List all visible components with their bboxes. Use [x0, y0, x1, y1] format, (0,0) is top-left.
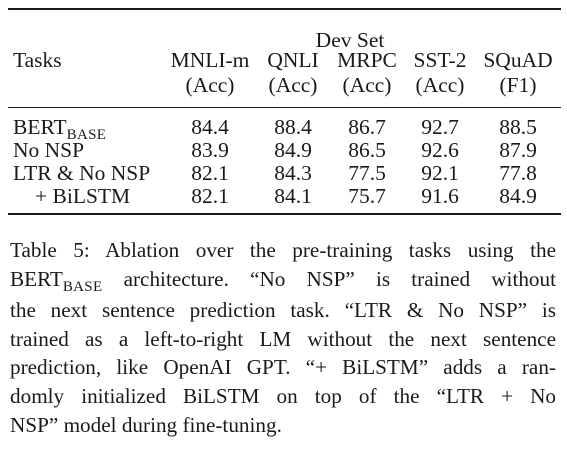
- column-metric-qnli: (Acc): [268, 73, 318, 97]
- table-cell: 86.5: [348, 138, 386, 162]
- column-header-sst2: SST-2: [413, 48, 467, 72]
- column-metric-mnli: (Acc): [185, 73, 235, 97]
- row-label-bilstm: + BiLSTM: [35, 184, 131, 208]
- column-metric-squad: (F1): [499, 73, 537, 97]
- header-rule: [8, 107, 561, 109]
- table-caption: Table 5: Ablation over the pre-training …: [10, 236, 556, 439]
- table-cell: 82.1: [191, 184, 229, 208]
- table-cell: 77.5: [348, 161, 386, 185]
- row-label-text: BERT: [13, 115, 67, 139]
- column-header-mnli: MNLI-m: [170, 48, 250, 72]
- caption-line: BERTBASE architecture. “No NSP” is train…: [10, 265, 556, 297]
- row-label-bert-base: BERTBASE: [13, 115, 106, 142]
- column-header-mrpc: MRPC: [337, 48, 397, 72]
- caption-bert-subscript: BASE: [62, 278, 103, 295]
- table-cell: 91.6: [421, 184, 459, 208]
- table-cell: 77.8: [499, 161, 537, 185]
- caption-line: the next sentence prediction task. “LTR …: [10, 298, 556, 323]
- caption-line: NSP” model during fine-tuning.: [10, 412, 282, 437]
- caption-line: trained as a left-to-right LM without th…: [10, 326, 556, 351]
- caption-bert: BERT: [10, 266, 63, 291]
- table-cell: 92.1: [421, 161, 459, 185]
- table-cell: 84.4: [191, 115, 229, 139]
- table-cell: 83.9: [191, 138, 229, 162]
- table-cell: 84.3: [274, 161, 312, 185]
- table-cell: 92.6: [421, 138, 459, 162]
- table-cell: 75.7: [348, 184, 386, 208]
- table-cell: 84.1: [274, 184, 312, 208]
- column-header-squad: SQuAD: [483, 48, 553, 72]
- table-cell: 84.9: [499, 184, 537, 208]
- caption-line: domly initialized BiLSTM on top of the “…: [10, 383, 556, 408]
- tasks-header: Tasks: [13, 48, 62, 72]
- top-rule: [8, 8, 561, 10]
- table-cell: 88.4: [274, 115, 312, 139]
- row-label-ltr-no-nsp: LTR & No NSP: [13, 161, 151, 185]
- table-cell: 88.5: [499, 115, 537, 139]
- row-label-subscript: BASE: [66, 127, 107, 143]
- caption-line: prediction, like OpenAI GPT. “+ BiLSTM” …: [10, 355, 556, 380]
- table-cell: 86.7: [348, 115, 386, 139]
- row-label-no-nsp: No NSP: [13, 138, 85, 162]
- table-cell: 82.1: [191, 161, 229, 185]
- caption-line2-rest: architecture. “No NSP” is trained withou…: [102, 266, 556, 291]
- column-header-qnli: QNLI: [267, 48, 319, 72]
- table-cell: 84.9: [274, 138, 312, 162]
- column-metric-sst2: (Acc): [415, 73, 465, 97]
- caption-line: Table 5: Ablation over the pre-training …: [10, 238, 556, 262]
- table-cell: 92.7: [421, 115, 459, 139]
- table-cell: 87.9: [499, 138, 537, 162]
- column-metric-mrpc: (Acc): [342, 73, 392, 97]
- dev-set-header: Dev Set: [315, 28, 385, 52]
- bottom-rule: [8, 213, 561, 215]
